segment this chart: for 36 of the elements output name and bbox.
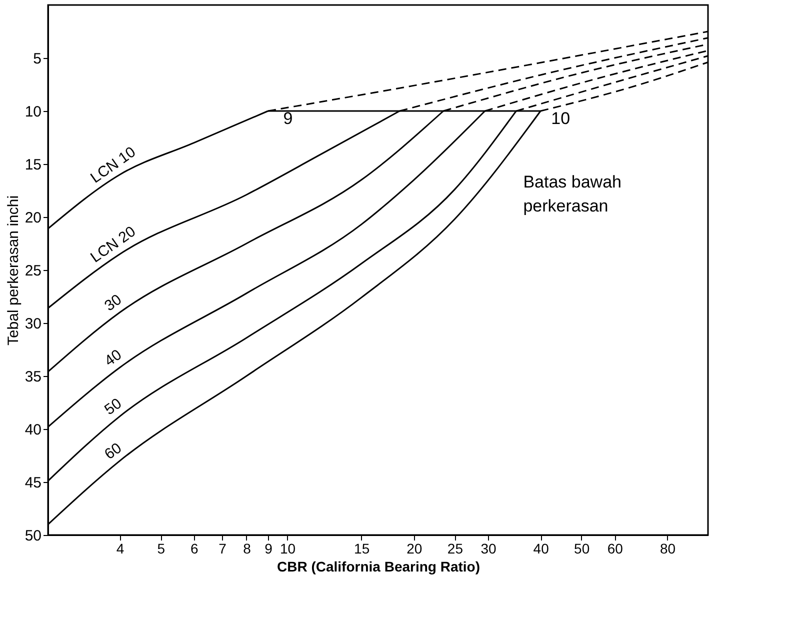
- x-tick-label: 60: [607, 540, 624, 556]
- x-tick-label: 15: [354, 540, 370, 556]
- x-tick-label: 9: [264, 540, 273, 556]
- annotation: 9: [283, 109, 293, 128]
- y-tick-label: 25: [24, 262, 42, 280]
- x-tick-label: 4: [116, 540, 124, 556]
- x-tick-label: 50: [574, 540, 590, 556]
- x-tick-label: 10: [280, 540, 296, 556]
- annotation: Batas bawah perkerasan: [523, 172, 622, 216]
- y-tick-label: 10: [24, 104, 42, 120]
- text: LCN 20: [88, 223, 139, 266]
- x-tick-label: 25: [447, 540, 464, 556]
- x-tick-label: 40: [533, 540, 550, 556]
- y-tick-label: 20: [24, 210, 42, 226]
- annotation: 10: [551, 109, 570, 128]
- x-axis-title: CBR (California Bearing Ratio): [276, 558, 480, 574]
- x-tick-label: 30: [480, 540, 496, 556]
- x-tick-label: 80: [660, 540, 676, 556]
- x-tick-label: 8: [243, 540, 252, 556]
- y-axis-title: Tebal perkerasan inchi: [4, 195, 22, 346]
- x-tick-label: 7: [218, 540, 227, 556]
- x-tick-label: 6: [190, 540, 199, 556]
- text: 50: [102, 395, 125, 419]
- text: 30: [102, 291, 125, 315]
- y-tick-label: 50: [24, 528, 42, 544]
- text: LCN 10: [88, 144, 139, 187]
- x-tick-label: 20: [406, 540, 422, 556]
- y-tick-label: 15: [24, 156, 42, 174]
- text: 60: [102, 440, 125, 464]
- y-tick-label: 45: [24, 474, 42, 492]
- y-tick-label: 35: [24, 368, 42, 386]
- y-tick-label: 40: [24, 422, 42, 438]
- text: 40: [102, 346, 125, 370]
- x-tick-label: 5: [157, 540, 166, 556]
- y-tick-label: 5: [33, 50, 42, 68]
- y-tick-label: 30: [24, 316, 42, 332]
